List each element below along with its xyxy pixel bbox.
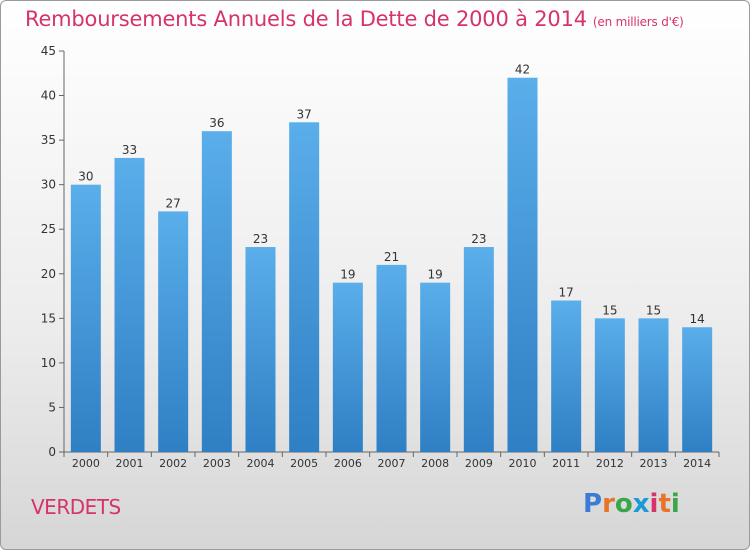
x-tick-label-2001: 2001 [116,457,144,470]
bar-2002 [158,211,189,452]
value-label-2003: 36 [209,116,224,130]
x-tick-label-2006: 2006 [334,457,362,470]
value-label-2001: 33 [122,143,137,157]
logo-letter: x [632,489,650,519]
x-tick-label-2008: 2008 [421,457,449,470]
bar-2014 [682,327,713,452]
y-tick-label: 20 [41,267,56,281]
value-label-2005: 37 [297,107,312,121]
value-label-2008: 19 [428,268,443,282]
x-tick-label-2013: 2013 [640,457,668,470]
y-tick-label: 5 [48,400,56,414]
x-tick-label-2007: 2007 [378,457,406,470]
y-tick-label: 25 [41,222,56,236]
y-tick-label: 30 [41,178,56,192]
x-tick-label-2002: 2002 [159,457,187,470]
logo-letter: P [583,489,603,519]
x-tick-label-2005: 2005 [290,457,318,470]
bar-2010 [507,77,538,452]
value-label-2000: 30 [78,170,93,184]
value-label-2009: 23 [471,232,486,246]
bar-2013 [638,318,669,452]
x-tick-label-2004: 2004 [247,457,275,470]
bar-2006 [332,282,363,452]
bar-2003 [201,131,232,452]
commune-name: VERDETS [31,495,121,519]
value-label-2002: 27 [166,196,181,210]
value-label-2012: 15 [602,303,617,317]
value-label-2010: 42 [515,63,530,77]
y-tick-label: 0 [48,445,56,459]
bar-2007 [376,264,407,452]
x-tick-label-2009: 2009 [465,457,493,470]
bar-2005 [289,122,320,453]
x-tick-label-2003: 2003 [203,457,231,470]
x-tick-label-2012: 2012 [596,457,624,470]
y-tick-label: 40 [41,89,56,103]
logo-letter: i [649,489,659,519]
value-label-2007: 21 [384,250,399,264]
y-tick-label: 45 [41,44,56,58]
y-tick-label: 15 [41,311,56,325]
x-tick-label-2000: 2000 [72,457,100,470]
bar-2000 [70,184,101,452]
chart-title: Remboursements Annuels de la Dette de 20… [25,7,684,31]
y-tick-label: 35 [41,133,56,147]
chart-unit: (en milliers d'€) [592,15,684,29]
bar-2012 [594,318,625,452]
logo-letter: o [614,489,633,519]
x-tick-label-2010: 2010 [509,457,537,470]
y-tick-label: 10 [41,356,56,370]
axes: 0 5 10 15 20 25 30 35 40 45 2000 2001 2002 2003 2004 20… [41,44,720,470]
x-tick-label-2011: 2011 [552,457,580,470]
x-tick-label-2014: 2014 [683,457,711,470]
logo-letter: i [670,489,680,519]
value-label-2004: 23 [253,232,268,246]
value-label-2011: 17 [559,286,574,300]
value-label-2013: 15 [646,303,661,317]
proxiti-logo: Proxiti [583,489,680,519]
value-label-2006: 19 [340,268,355,282]
bar-2004 [245,247,276,452]
logo-letter: t [658,489,671,519]
bar-2011 [551,300,582,452]
bar-2001 [114,157,145,452]
bar-2009 [463,247,494,452]
value-label-2014: 14 [690,312,705,326]
bar-2008 [420,282,451,452]
bars: 30 33 27 36 23 37 19 21 19 23 42 17 15 15 14 [70,63,713,453]
logo-letter: r [602,489,615,519]
